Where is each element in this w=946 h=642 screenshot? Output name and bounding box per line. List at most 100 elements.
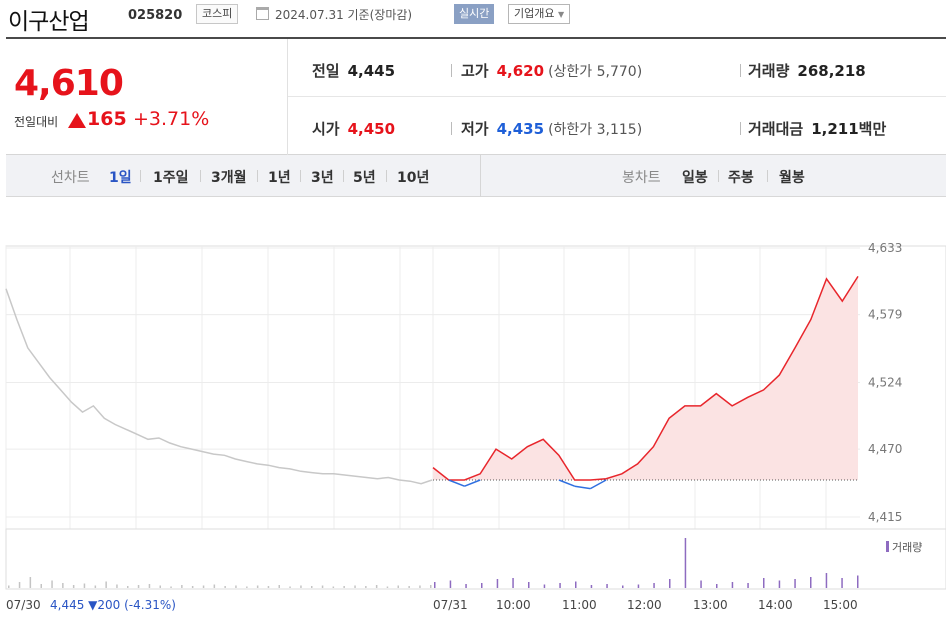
prev-close-label: 전일 xyxy=(312,62,340,80)
base-date: 2024.07.31 기준(장마감) xyxy=(275,8,413,22)
amount-label: 거래대금 xyxy=(748,120,804,138)
x-tick-label: 10:00 xyxy=(496,598,531,612)
volume-bar xyxy=(83,583,86,588)
tab-monthly-candle[interactable]: 월봉 xyxy=(779,170,805,186)
volume-bar xyxy=(159,585,161,588)
divider xyxy=(386,170,387,182)
stock-name[interactable]: 이구산업 xyxy=(8,9,90,35)
volume-bar xyxy=(434,582,436,588)
prev-close-cell: 전일 4,445 xyxy=(312,60,395,81)
volume-bar xyxy=(575,581,577,588)
volume-bar xyxy=(841,578,843,588)
separator xyxy=(740,64,741,77)
high-value: 4,620 xyxy=(496,62,545,80)
volume-bar xyxy=(332,586,335,588)
volume-bar xyxy=(62,583,64,588)
volume-bar xyxy=(408,586,410,588)
prev-day-summary: 4,445 ▼200 (-4.31%) xyxy=(50,598,176,612)
below-prev-segment xyxy=(590,479,607,490)
corp-overview-dropdown[interactable]: 기업개요 ▼ xyxy=(508,4,571,24)
price-chart[interactable]: 4,633 4,579 4,524 4,470 4,415 거래량 07/30 07/31… xyxy=(0,206,946,642)
tab-10year[interactable]: 10년 xyxy=(397,170,430,186)
volume-bar xyxy=(559,583,561,588)
tab-1day[interactable]: 1일 xyxy=(109,170,132,186)
volume-bar xyxy=(669,579,671,588)
volume-bar xyxy=(496,579,499,588)
volume-bar xyxy=(825,573,828,588)
divider xyxy=(140,170,141,182)
today-price-line xyxy=(432,275,859,481)
volume-bar xyxy=(637,584,640,588)
divider xyxy=(343,170,344,182)
volume-value: 268,218 xyxy=(797,62,866,80)
amount-cell: 거래대금 1,211백만 xyxy=(748,118,886,139)
lower-limit: (하한가 3,115) xyxy=(548,122,643,138)
volume-bar xyxy=(716,584,718,588)
tab-5year[interactable]: 5년 xyxy=(353,170,376,186)
x-tick-label: 07/30 xyxy=(6,598,41,612)
volume-frame xyxy=(5,528,946,590)
volume-bar xyxy=(543,584,546,588)
open-cell: 시가 4,450 xyxy=(312,118,395,139)
current-price-box: 4,610 전일대비 165 +3.71% xyxy=(6,39,288,155)
volume-bar xyxy=(278,585,280,588)
tab-1year[interactable]: 1년 xyxy=(268,170,291,186)
volume-bar xyxy=(256,585,259,588)
divider xyxy=(718,170,719,182)
volume-bar xyxy=(343,586,345,588)
prev-close-value: 4,445 xyxy=(347,62,396,80)
volume-bar xyxy=(116,584,118,588)
x-tick-label: 13:00 xyxy=(693,598,728,612)
volume-bar xyxy=(747,583,749,588)
separator xyxy=(451,64,452,77)
x-tick-label: 07/31 xyxy=(433,598,468,612)
stock-header: 이구산업 025820 코스피 2024.07.31 기준(장마감) 실시간 기… xyxy=(0,0,946,35)
corp-overview-label: 기업개요 xyxy=(514,7,555,20)
open-value: 4,450 xyxy=(347,120,396,138)
tab-3month[interactable]: 3개월 xyxy=(211,170,247,186)
volume-bar xyxy=(267,586,270,588)
volume-bar xyxy=(763,578,765,588)
volume-bar xyxy=(8,585,10,588)
tab-3year[interactable]: 3년 xyxy=(311,170,334,186)
prev-day-line xyxy=(5,288,433,485)
low-cell: 저가 4,435 (하한가 3,115) xyxy=(461,118,642,139)
separator xyxy=(451,122,452,135)
volume-bar xyxy=(622,585,624,588)
volume-bar xyxy=(449,580,452,588)
volume-bar xyxy=(224,586,226,588)
volume-bar xyxy=(684,538,687,588)
volume-bar xyxy=(127,586,129,588)
tab-1week[interactable]: 1주일 xyxy=(153,170,189,186)
volume-bar xyxy=(246,586,248,588)
volume-legend: 거래량 xyxy=(892,541,922,554)
volume-bar xyxy=(397,585,399,588)
realtime-button[interactable]: 실시간 xyxy=(454,4,495,24)
volume-bar xyxy=(311,586,313,588)
high-label: 고가 xyxy=(461,62,489,80)
tab-daily-candle[interactable]: 일봉 xyxy=(682,170,708,186)
divider xyxy=(200,170,201,182)
row-divider xyxy=(288,96,946,97)
volume-bar xyxy=(148,584,151,588)
below-prev-segment xyxy=(448,479,465,487)
volume-bar xyxy=(40,584,42,588)
volume-bar xyxy=(170,586,172,588)
quote-panel: 4,610 전일대비 165 +3.71% 전일 4,445 고가 4,620 (상한… xyxy=(6,37,946,155)
tab-section-divider xyxy=(480,155,481,197)
below-prev-segment xyxy=(558,479,575,487)
volume-cell: 거래량 268,218 xyxy=(748,60,866,81)
x-tick-label: 15:00 xyxy=(823,598,858,612)
volume-bars xyxy=(8,538,859,588)
volume-bar xyxy=(29,577,32,588)
x-axis-ticks: 07/30 07/31 10:00 11:00 12:00 13:00 14:00 15:00 xyxy=(6,598,858,612)
change-value: 165 xyxy=(87,108,127,130)
volume-bar xyxy=(289,586,291,588)
tab-weekly-candle[interactable]: 주봉 xyxy=(728,170,754,186)
calendar-icon xyxy=(256,7,269,20)
volume-bar xyxy=(606,584,608,588)
volume-bar xyxy=(105,581,107,588)
volume-bar xyxy=(731,582,734,588)
today-below-prev-segments xyxy=(448,479,607,490)
volume-bar xyxy=(857,575,859,588)
